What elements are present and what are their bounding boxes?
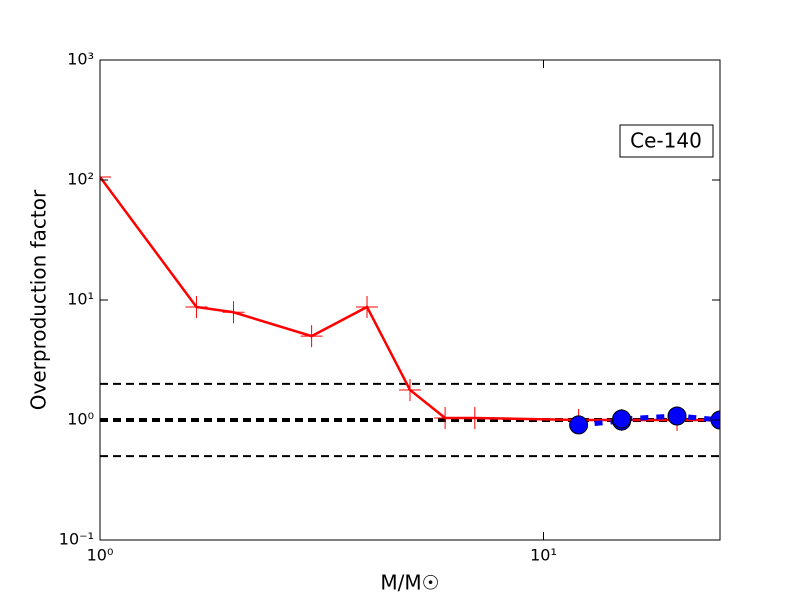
annotation: Ce-140 xyxy=(630,129,702,153)
x-axis-label: M/M☉ xyxy=(380,571,439,595)
marker-plus xyxy=(356,295,379,318)
marker-plus xyxy=(463,406,486,429)
marker-plus xyxy=(100,165,111,188)
y-tick-label: 10⁰ xyxy=(67,410,94,429)
x-tick-label: 10⁰ xyxy=(87,546,114,565)
y-tick-label: 10³ xyxy=(67,50,94,69)
marker-plus xyxy=(222,301,245,324)
plot-area xyxy=(100,165,720,458)
marker-plus xyxy=(434,406,457,429)
marker-circle xyxy=(667,406,687,426)
y-tick-label: 10² xyxy=(67,170,94,189)
marker-circle xyxy=(612,409,632,429)
marker-plus xyxy=(185,295,208,318)
marker-circle xyxy=(569,415,589,435)
marker-plus xyxy=(300,325,323,348)
series-line xyxy=(578,413,720,428)
annotation-box xyxy=(619,124,714,158)
marker-plus xyxy=(399,378,421,401)
y-tick-label: 10¹ xyxy=(67,290,94,309)
y-axis-label: Overproduction factor xyxy=(27,189,51,410)
y-tick-label: 10⁻¹ xyxy=(59,530,94,549)
x-tick-label: 10¹ xyxy=(530,546,557,565)
